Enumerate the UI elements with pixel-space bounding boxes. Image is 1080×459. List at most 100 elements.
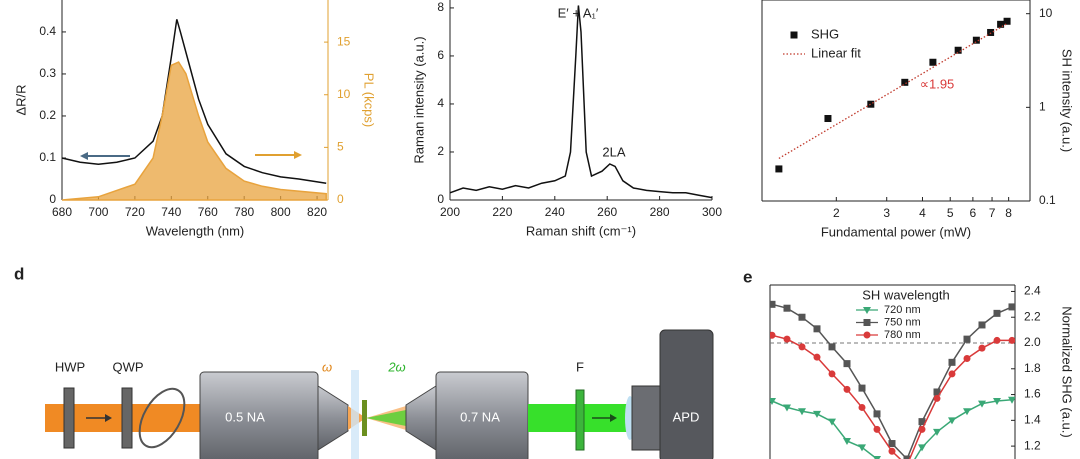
- legend-label: SHG: [811, 26, 839, 41]
- series: [61, 19, 327, 184]
- x-tick-label: 740: [161, 205, 181, 219]
- point: [1008, 396, 1015, 404]
- y-tick-label: 0.1: [1039, 193, 1056, 207]
- point: [963, 408, 971, 416]
- panel-letter: d: [14, 264, 24, 283]
- x-tick-label: 7: [989, 206, 996, 220]
- point: [1003, 17, 1011, 25]
- y-tick-label: 10: [1039, 6, 1053, 20]
- component-label: QWP: [112, 359, 143, 374]
- x-tick-label: 3: [883, 206, 890, 220]
- point: [918, 425, 926, 433]
- y-tick-label: 0.1: [39, 150, 56, 164]
- point: [863, 331, 871, 339]
- point: [903, 455, 911, 459]
- point: [843, 360, 851, 368]
- point: [933, 428, 941, 436]
- y-tick-label: 1.6: [1024, 387, 1041, 401]
- x-tick-label: 6: [970, 206, 977, 220]
- y2-tick-label: 10: [337, 87, 351, 101]
- series: [770, 300, 1015, 459]
- substrate: [351, 370, 359, 459]
- hwp-plate: [63, 387, 75, 449]
- x-tick-label: 700: [88, 205, 108, 219]
- legend-label: 720 nm: [884, 304, 921, 316]
- x-tick-label: 240: [545, 205, 565, 219]
- y-tick-label: 6: [437, 48, 444, 62]
- series: [778, 22, 1008, 159]
- direction-arrows: [80, 151, 302, 160]
- optical-setup: d HWP QWP 0.5 NA ω 2ω 0.7 NA F APD: [14, 264, 714, 459]
- chart-panel: 2 3 4 5 6 7 8 0.1 1 10 Fundamental power (mW) SH in…: [761, 0, 1075, 239]
- apd: [659, 329, 714, 459]
- qwp-plate: [121, 387, 133, 449]
- point: [790, 31, 798, 39]
- point: [828, 343, 836, 351]
- line: [771, 398, 1013, 459]
- chart-panel: 200 220 240 260 280 300 0 2 4 6 8 Raman shift (cm⁻¹…: [411, 0, 722, 238]
- x-axis-label: Wavelength (nm): [146, 223, 245, 238]
- point: [963, 335, 971, 343]
- point: [933, 394, 941, 402]
- x-tick-label: 720: [125, 205, 145, 219]
- filter: [575, 389, 585, 451]
- x-tick-label: 4: [919, 206, 926, 220]
- point: [783, 404, 791, 412]
- point: [770, 300, 776, 308]
- point: [863, 307, 871, 314]
- annotation: 2LA: [602, 144, 625, 159]
- y-tick-label: 1: [1039, 100, 1046, 114]
- line: [778, 22, 1008, 159]
- point: [813, 353, 821, 361]
- point: [948, 370, 956, 378]
- point: [954, 46, 962, 54]
- series: [61, 61, 327, 201]
- point: [813, 410, 821, 418]
- y-axis-label: ΔR/R: [13, 84, 28, 115]
- point: [888, 440, 896, 448]
- x-tick-label: 8: [1005, 206, 1012, 220]
- series: [770, 396, 1015, 459]
- point: [1008, 303, 1015, 311]
- point: [873, 456, 881, 459]
- component-label: 0.5 NA: [225, 409, 265, 424]
- sample: [362, 400, 367, 436]
- x-tick-label: 300: [702, 205, 722, 219]
- y2-axis-label: PL (kcps): [362, 73, 377, 127]
- x-tick-label: 280: [650, 205, 670, 219]
- point: [978, 321, 986, 329]
- x-tick-label: 2: [833, 206, 840, 220]
- point: [993, 398, 1001, 405]
- point: [987, 28, 995, 36]
- point: [828, 370, 836, 378]
- y-tick-label: 1.2: [1024, 438, 1041, 452]
- y-axis-label: Normalized SHG (a.u.): [1060, 306, 1075, 437]
- y-tick-label: 1.8: [1024, 361, 1041, 375]
- point: [873, 410, 881, 418]
- y-tick-label: 8: [437, 0, 444, 14]
- x-axis-label: Raman shift (cm⁻¹): [526, 223, 636, 238]
- point: [783, 304, 791, 312]
- point: [828, 418, 836, 426]
- y-tick-label: 2: [437, 144, 444, 158]
- x-tick-label: 5: [947, 206, 954, 220]
- annotation: ∝1.95: [920, 76, 955, 91]
- point: [858, 384, 866, 392]
- component-label: 0.7 NA: [460, 409, 500, 424]
- point: [775, 165, 783, 173]
- point: [978, 344, 986, 352]
- point: [948, 417, 956, 425]
- point: [993, 309, 1001, 317]
- component-label: APD: [673, 409, 700, 424]
- y2-tick-label: 15: [337, 34, 351, 48]
- point: [770, 398, 776, 405]
- legend-label: 780 nm: [884, 329, 921, 341]
- x-tick-label: 760: [198, 205, 218, 219]
- series: [770, 331, 1015, 459]
- y-tick-label: 0.3: [39, 66, 56, 80]
- point: [948, 358, 956, 366]
- y-tick-label: 1.4: [1024, 413, 1041, 427]
- legend-label: Linear fit: [811, 45, 861, 60]
- chart-panel: 1.2 1.4 1.6 1.8 2.0 2.2 2.4 Normalized SHG (a.u…: [769, 284, 1075, 459]
